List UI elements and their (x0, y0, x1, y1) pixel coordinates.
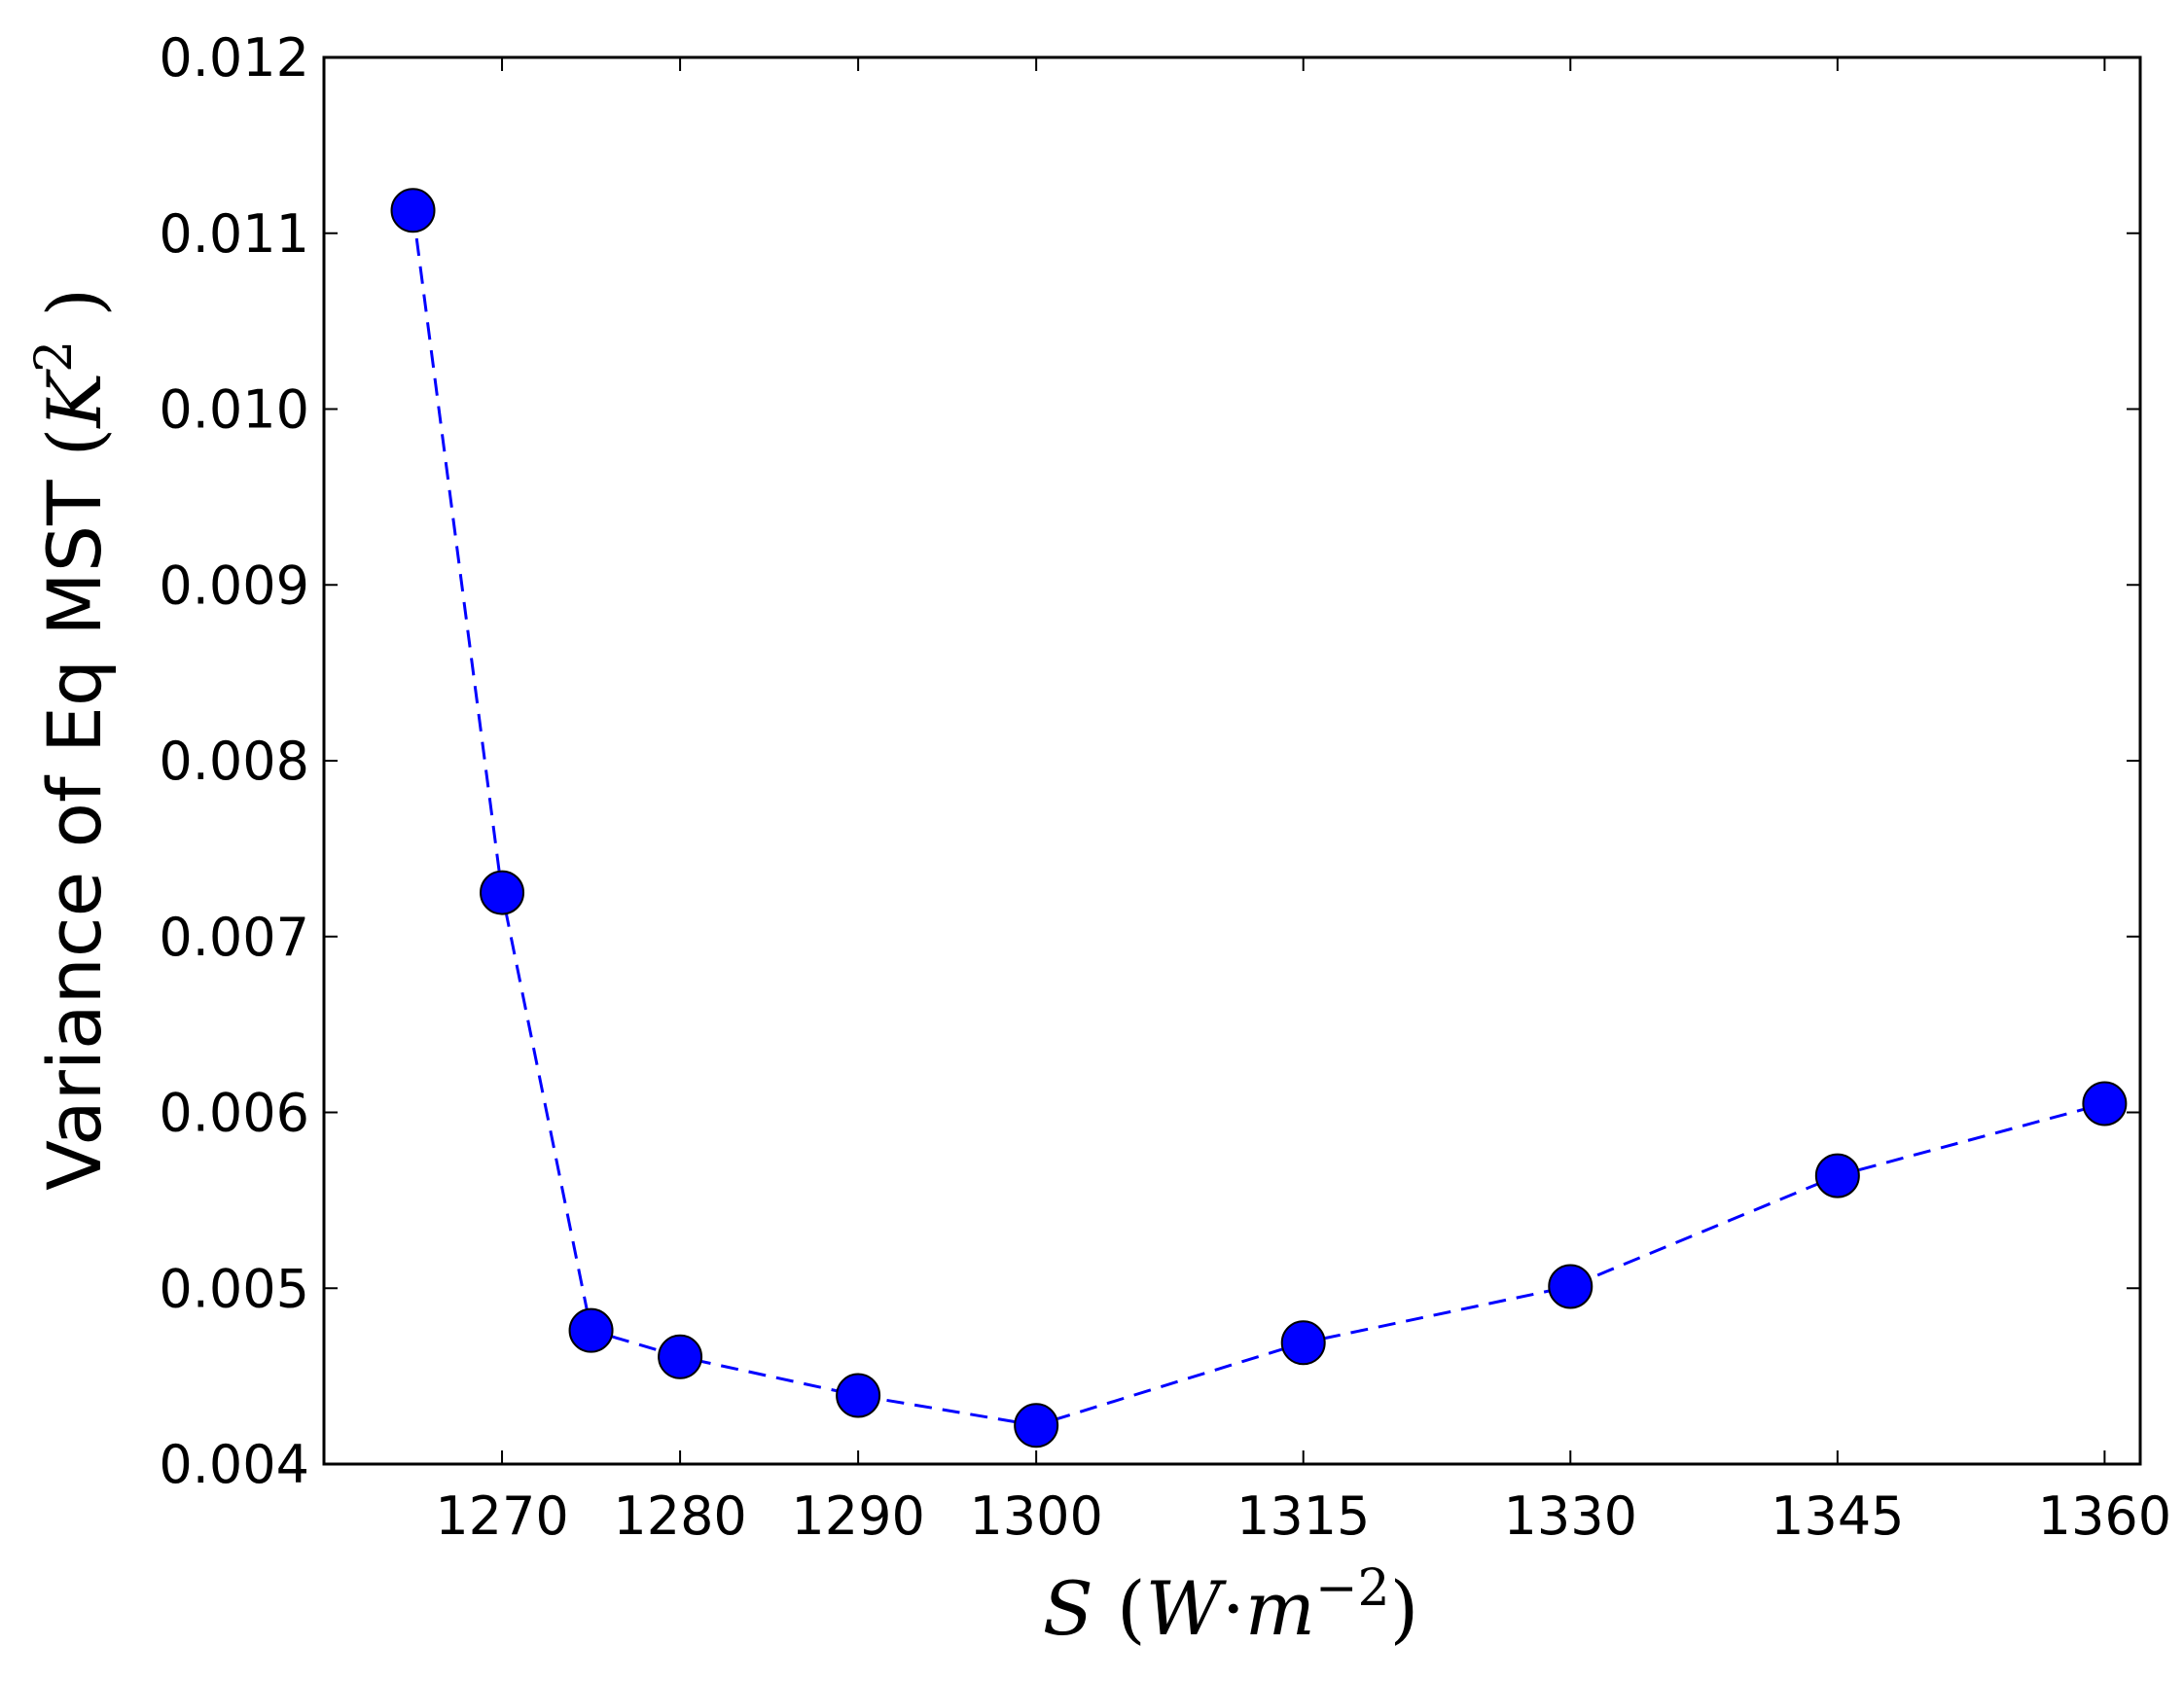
y-tick-label: 0.010 (159, 379, 309, 441)
data-point (2082, 1081, 2128, 1127)
x-tick-label: 1345 (1771, 1485, 1904, 1547)
x-tick-label: 1270 (435, 1485, 568, 1547)
x-axis-label: S (W·m−2) (1043, 1559, 1419, 1652)
axes-frame (322, 55, 2142, 1466)
y-axis-label: Variance of Eq MST (K2 ) (25, 288, 118, 1191)
x-tick-label: 1330 (1504, 1485, 1637, 1547)
x-tick-label: 1280 (613, 1485, 746, 1547)
y-tick-label: 0.012 (159, 27, 309, 89)
axis-ticks: 1270 1280 1290 1300 1315 1330 1345 1360 0.004 0.0… (159, 27, 2171, 1547)
y-tick-label: 0.006 (159, 1083, 309, 1144)
data-point (568, 1307, 614, 1353)
series-line (412, 210, 2105, 1427)
y-tick-label: 0.009 (159, 554, 309, 616)
y-tick-label: 0.004 (159, 1434, 309, 1495)
data-point (836, 1373, 881, 1418)
y-tick-label: 0.008 (159, 731, 309, 792)
data-point (1548, 1264, 1593, 1309)
data-point (390, 188, 436, 233)
data-point (1014, 1403, 1059, 1449)
y-tick-label: 0.005 (159, 1258, 309, 1319)
y-tick-label: 0.011 (159, 203, 309, 265)
data-point (658, 1334, 703, 1379)
x-tick-label: 1300 (969, 1485, 1102, 1547)
x-tick-label: 1315 (1236, 1485, 1370, 1547)
series (390, 188, 2128, 1449)
x-tick-label: 1290 (791, 1485, 924, 1547)
y-axis-label-text: Variance of Eq MST (31, 456, 118, 1191)
data-point (480, 870, 525, 915)
data-point (1280, 1320, 1326, 1366)
y-tick-label: 0.007 (159, 907, 309, 968)
data-point (1814, 1153, 1860, 1198)
x-tick-label: 1360 (2038, 1485, 2171, 1547)
